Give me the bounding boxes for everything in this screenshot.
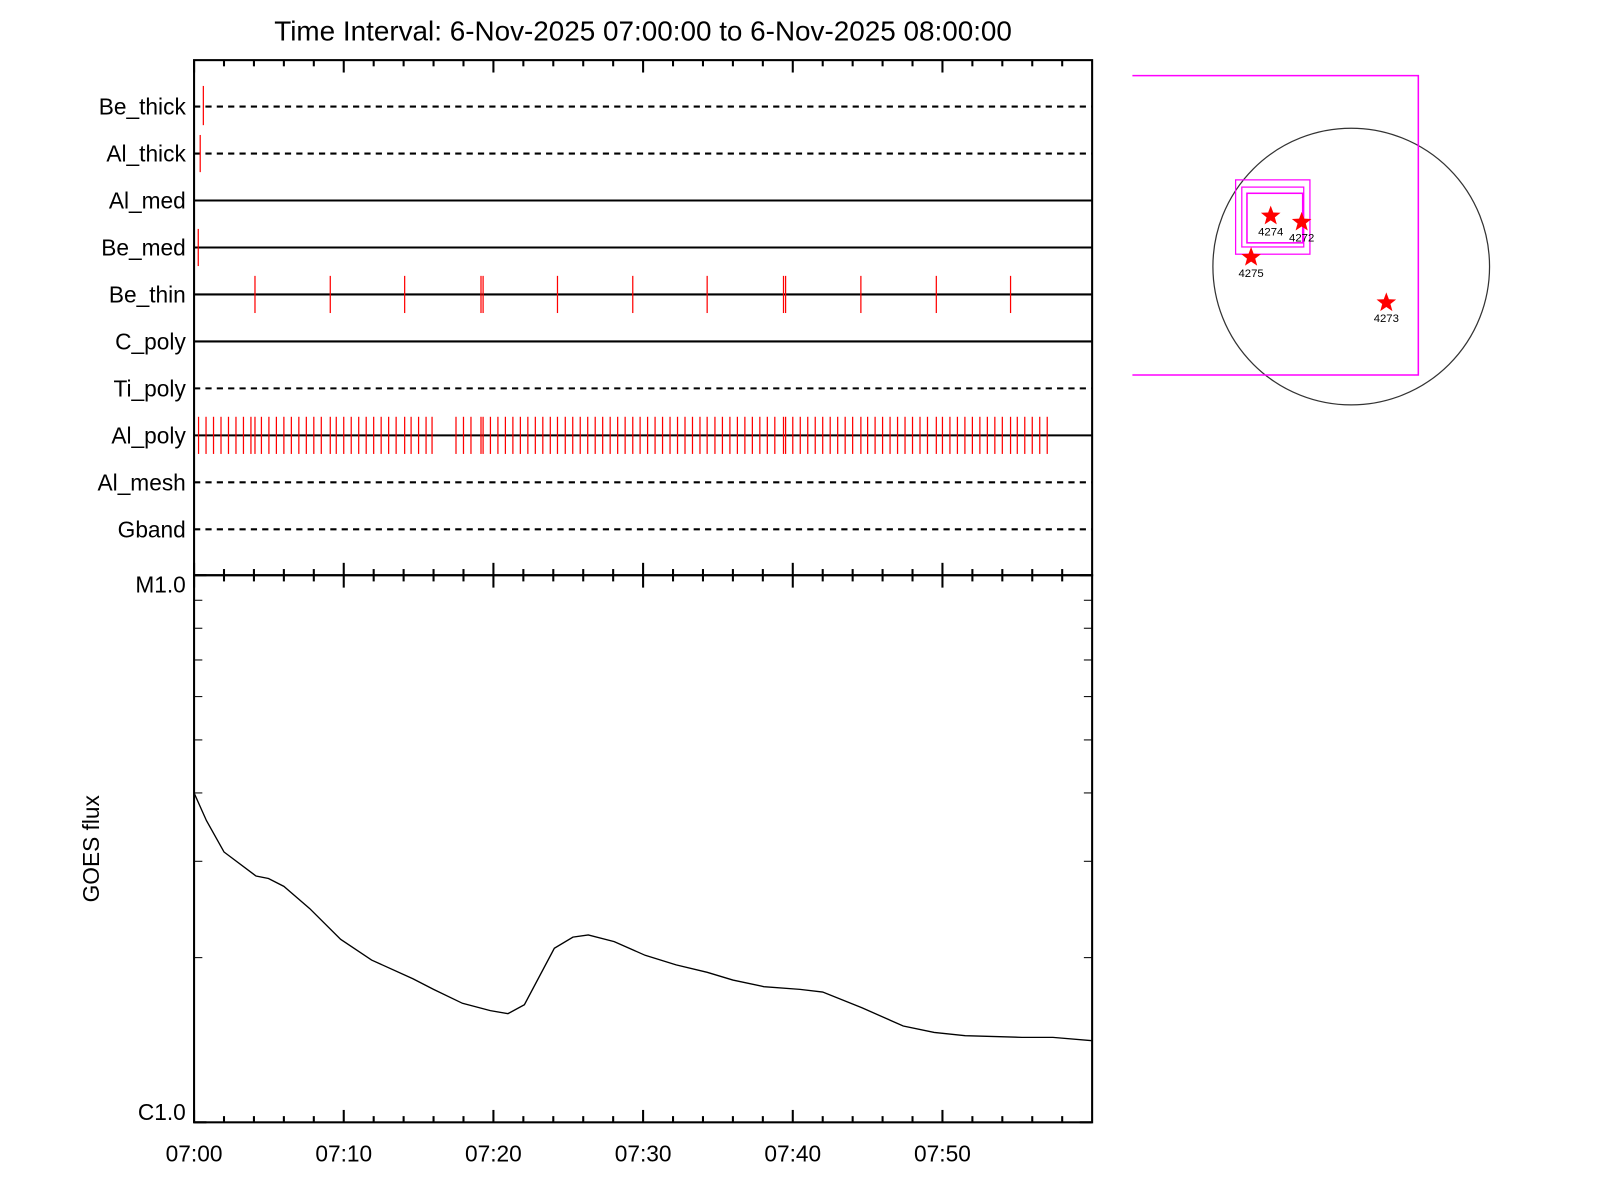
row-label: Al_thick (106, 141, 186, 167)
region-label: 4272 (1289, 233, 1314, 245)
fov-box (1241, 186, 1305, 248)
y-tick-label: M1.0 (135, 572, 185, 598)
region-star (1241, 246, 1261, 266)
x-tick-label: 07:10 (315, 1140, 372, 1166)
solar-disk (1212, 127, 1491, 406)
row-label: C_poly (115, 328, 186, 354)
row-label: Al_poly (111, 422, 186, 448)
x-tick-label: 07:40 (764, 1140, 821, 1166)
region-star (1376, 292, 1397, 312)
y-tick-label: C1.0 (138, 1099, 186, 1125)
field-of-view (1132, 74, 1420, 376)
fov-box (1234, 179, 1311, 255)
region-star (1291, 211, 1312, 231)
x-tick-label: 07:20 (465, 1140, 522, 1166)
row-label: Be_med (101, 235, 186, 261)
region-label: 4274 (1258, 227, 1283, 239)
x-tick-label: 07:30 (615, 1140, 672, 1166)
row-label: Al_med (109, 188, 186, 214)
event-panel-frame (193, 59, 1094, 577)
flux-panel-frame (193, 574, 1094, 1124)
row-label: Al_mesh (98, 469, 186, 495)
region-star (1260, 205, 1281, 225)
x-tick-label: 07:00 (166, 1140, 223, 1166)
row-label: Ti_poly (114, 375, 187, 401)
flux-line (193, 792, 1093, 1042)
region-label: 4275 (1238, 268, 1263, 280)
row-label: Be_thick (99, 94, 187, 120)
y-axis-label: GOES flux (78, 795, 104, 903)
row-label: Gband (118, 516, 186, 542)
x-tick-label: 07:50 (914, 1140, 971, 1166)
region-label: 4273 (1374, 313, 1399, 325)
chart-title: Time Interval: 6-Nov-2025 07:00:00 to 6-… (274, 16, 1012, 47)
row-label: Be_thin (109, 282, 186, 308)
